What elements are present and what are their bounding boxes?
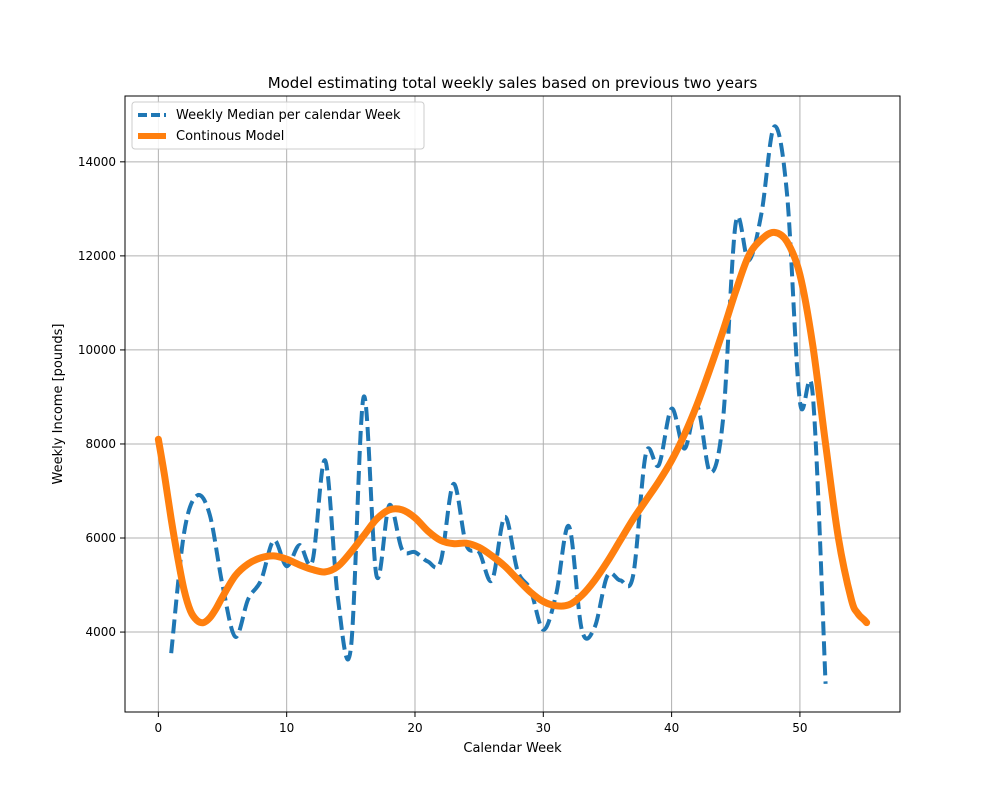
y-tick-label: 8000 [85,437,116,451]
y-tick-label: 10000 [78,343,116,357]
ticks: 0 10 20 30 40 50 4000 6000 8000 10000 12000 14000 [78,155,808,735]
y-tick-label: 6000 [85,531,116,545]
legend: Weekly Median per calendar Week Continou… [131,101,425,150]
x-tick-label: 30 [536,721,551,735]
x-tick-label: 20 [407,721,422,735]
chart-title: Model estimating total weekly sales base… [268,74,758,92]
y-axis-label: Weekly Income [pounds] [51,324,66,485]
x-tick-label: 50 [792,721,807,735]
x-tick-label: 40 [664,721,679,735]
series-line-continuous-model [154,228,871,627]
legend-box [131,101,425,150]
x-tick-label: 10 [279,721,294,735]
y-tick-label: 4000 [85,625,116,639]
grid [125,96,900,712]
y-tick-label: 12000 [78,249,116,263]
x-axis-label: Calendar Week [463,741,562,756]
series-line-weekly-median [169,124,828,684]
y-tick-label: 14000 [78,155,116,169]
legend-label-median: Weekly Median per calendar Week [176,108,401,123]
series-layer [154,124,871,684]
plot-frame [124,95,901,713]
x-tick-label: 0 [155,721,163,735]
legend-label-model: Continous Model [176,129,284,144]
